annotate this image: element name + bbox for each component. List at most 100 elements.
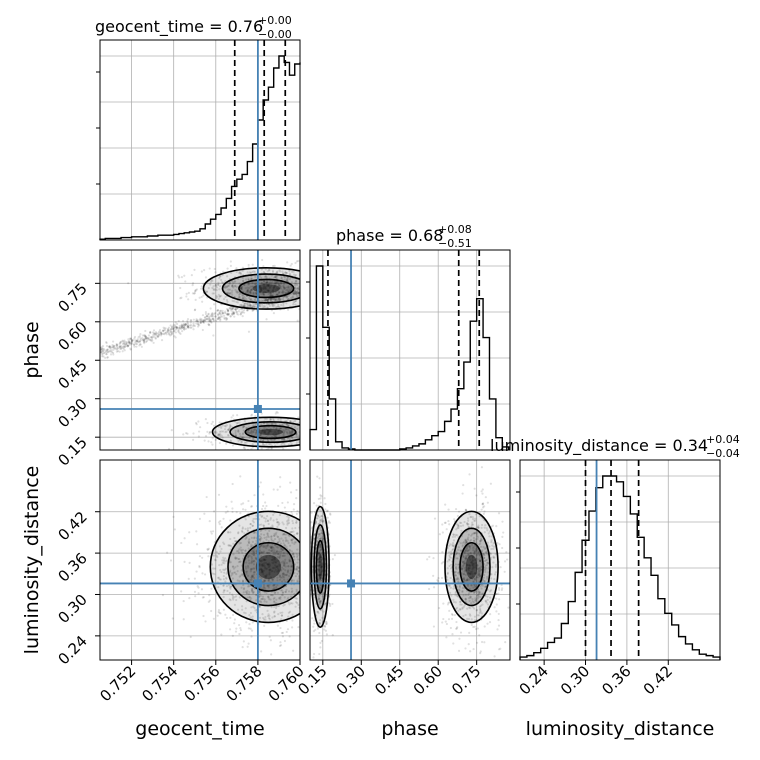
- sample-point: [468, 613, 471, 616]
- sample-point: [478, 611, 481, 614]
- sample-point: [161, 329, 165, 332]
- sample-point: [438, 606, 441, 610]
- sample-point: [318, 555, 321, 558]
- sample-point: [294, 299, 297, 303]
- sample-point: [314, 628, 317, 631]
- sample-point: [296, 548, 299, 551]
- sample-point: [168, 333, 171, 336]
- sample-point: [182, 322, 185, 325]
- sample-point: [481, 592, 485, 595]
- sample-point: [265, 427, 268, 431]
- sample-point: [258, 564, 261, 567]
- sample-point: [234, 308, 237, 311]
- sample-point: [264, 517, 267, 520]
- sample-point: [184, 322, 187, 326]
- sample-point: [470, 554, 473, 557]
- sample-point: [251, 574, 254, 577]
- sample-point: [250, 428, 253, 431]
- sample-point: [248, 554, 251, 557]
- sample-point: [242, 295, 246, 298]
- sample-point: [293, 426, 297, 429]
- sample-point: [221, 312, 224, 315]
- sample-point: [247, 566, 250, 569]
- sample-point: [460, 567, 463, 570]
- sample-point: [264, 417, 267, 420]
- sample-point: [242, 309, 246, 312]
- sample-point: [115, 344, 118, 347]
- sample-point: [494, 563, 498, 566]
- sample-point: [250, 430, 253, 433]
- sample-point: [300, 519, 302, 521]
- sample-point: [238, 524, 241, 527]
- sample-point: [192, 328, 195, 331]
- sample-point: [264, 299, 267, 302]
- sample-point: [222, 298, 226, 301]
- sample-point: [220, 563, 223, 566]
- sample-point: [261, 551, 265, 554]
- sample-point: [128, 341, 131, 344]
- sample-point: [179, 326, 182, 329]
- sample-point: [320, 548, 323, 551]
- sample-point: [268, 429, 272, 433]
- sample-point: [267, 580, 270, 583]
- sample-point: [219, 318, 222, 321]
- sample-point: [322, 592, 325, 596]
- sample-point: [498, 588, 501, 591]
- sample-point: [281, 438, 284, 441]
- sample-point: [260, 570, 264, 574]
- sample-point: [470, 525, 473, 528]
- sample-point: [324, 629, 328, 632]
- sample-point: [458, 584, 461, 588]
- sample-point: [306, 272, 308, 274]
- sample-point: [232, 565, 235, 568]
- sample-point: [185, 324, 188, 327]
- sample-point: [210, 441, 213, 444]
- sample-point: [483, 568, 486, 571]
- sample-point: [200, 285, 203, 288]
- sample-point: [507, 606, 510, 609]
- density-panel-phase-vs-luminosity-distance: [309, 459, 511, 661]
- sample-point: [210, 563, 214, 566]
- sample-point: [470, 618, 473, 621]
- sample-point: [225, 616, 229, 620]
- sample-point: [306, 288, 308, 290]
- sample-point: [231, 307, 234, 310]
- sample-point: [222, 584, 225, 588]
- sample-point: [194, 289, 197, 292]
- sample-point: [141, 334, 144, 337]
- sample-point: [318, 622, 322, 625]
- sample-point: [217, 316, 220, 319]
- sample-point: [272, 488, 275, 491]
- sample-point: [259, 290, 262, 293]
- sample-point: [235, 307, 239, 310]
- sample-point: [300, 426, 302, 428]
- sample-point: [258, 290, 262, 294]
- sample-point: [306, 561, 308, 563]
- sample-point: [208, 315, 211, 318]
- sample-point: [249, 298, 252, 301]
- sample-point: [253, 428, 256, 431]
- sample-point: [449, 543, 452, 546]
- sample-point: [292, 508, 295, 511]
- sample-point: [469, 572, 472, 575]
- sample-point: [464, 557, 467, 560]
- sample-point: [318, 552, 321, 555]
- sample-point: [285, 271, 288, 275]
- sample-point: [454, 578, 457, 581]
- sample-point: [186, 318, 190, 321]
- sample-point: [278, 540, 281, 543]
- sample-point: [187, 326, 190, 329]
- sample-point: [271, 594, 274, 597]
- sample-point: [278, 522, 281, 525]
- sample-point: [217, 433, 220, 436]
- sample-point: [284, 271, 287, 274]
- sample-point: [262, 563, 265, 566]
- sample-point: [266, 563, 269, 566]
- sample-point: [273, 298, 276, 301]
- sample-point: [275, 598, 278, 601]
- sample-point: [174, 326, 178, 329]
- sample-point: [277, 297, 281, 300]
- sample-point: [285, 533, 288, 536]
- sample-point: [291, 429, 294, 433]
- sample-point: [233, 622, 236, 625]
